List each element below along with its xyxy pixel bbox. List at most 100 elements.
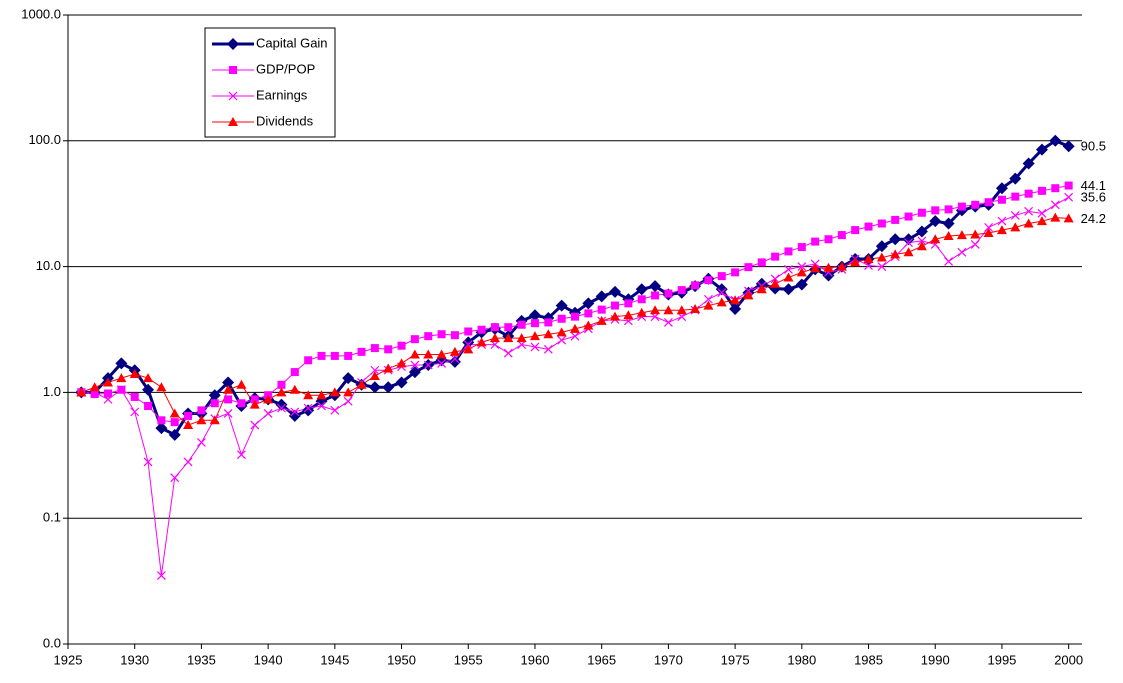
marker [836, 261, 847, 271]
marker [544, 318, 553, 327]
marker [1011, 192, 1020, 201]
legend-label: Earnings [256, 87, 308, 102]
marker [957, 202, 966, 211]
marker [227, 38, 239, 50]
marker [1024, 189, 1033, 198]
marker [370, 365, 380, 375]
marker [996, 225, 1007, 235]
marker [582, 297, 595, 310]
marker [595, 290, 608, 303]
marker [476, 337, 487, 347]
marker [317, 351, 326, 360]
marker [223, 384, 234, 394]
marker [557, 335, 567, 345]
marker [916, 241, 927, 251]
marker [409, 349, 420, 359]
marker [517, 320, 526, 329]
marker [1037, 208, 1047, 218]
marker [437, 330, 446, 339]
marker [104, 389, 113, 398]
marker [1064, 181, 1073, 190]
marker [275, 398, 288, 411]
marker [942, 217, 955, 230]
marker [103, 394, 113, 404]
marker [450, 354, 460, 364]
marker [1010, 222, 1021, 232]
marker [676, 305, 687, 315]
marker [649, 280, 662, 293]
marker [717, 272, 726, 281]
marker [516, 333, 527, 343]
marker [236, 379, 247, 389]
marker [503, 348, 513, 358]
marker [196, 438, 206, 447]
marker [76, 387, 87, 397]
marker [555, 299, 568, 312]
marker [851, 226, 860, 235]
marker [917, 236, 927, 246]
marker [130, 392, 139, 401]
marker [904, 238, 913, 248]
legend-box [204, 27, 336, 138]
marker [530, 319, 539, 328]
marker [464, 327, 473, 336]
marker [184, 411, 193, 420]
marker [824, 235, 833, 244]
marker [890, 249, 901, 259]
marker [716, 297, 727, 307]
marker [715, 283, 728, 296]
marker [436, 349, 447, 359]
y-tick-label: 100.0 [28, 132, 61, 147]
marker [771, 252, 780, 261]
marker [130, 407, 140, 417]
marker [250, 420, 260, 430]
marker [343, 396, 353, 406]
x-tick-label: 1945 [320, 652, 349, 667]
marker [448, 355, 461, 368]
marker [810, 263, 821, 273]
marker [528, 309, 541, 322]
marker [997, 216, 1007, 226]
marker [368, 381, 381, 394]
x-tick-label: 1985 [854, 652, 883, 667]
y-tick-label: 0.0 [43, 635, 61, 650]
marker [770, 274, 780, 284]
marker [383, 363, 394, 373]
marker [944, 205, 953, 214]
marker [743, 290, 754, 300]
end-label: 35.6 [1081, 190, 1106, 205]
marker [623, 310, 634, 320]
marker [931, 206, 940, 215]
marker [424, 332, 433, 341]
legend-label: Capital Gain [256, 35, 328, 50]
marker [797, 262, 807, 272]
marker [397, 341, 406, 350]
x-tick-label: 1990 [921, 652, 950, 667]
marker [156, 571, 166, 580]
marker [691, 281, 700, 290]
marker [103, 377, 114, 387]
marker [395, 376, 408, 389]
marker [228, 117, 238, 126]
marker [450, 331, 459, 340]
marker [1037, 186, 1046, 195]
marker [930, 234, 941, 244]
marker [382, 381, 395, 394]
marker [784, 247, 793, 256]
marker [276, 387, 287, 397]
marker [756, 284, 767, 294]
marker [210, 399, 219, 408]
marker [90, 390, 99, 399]
marker [876, 252, 887, 262]
marker [557, 314, 566, 323]
marker [983, 227, 994, 237]
x-tick-label: 1930 [120, 652, 149, 667]
x-tick-label: 2000 [1054, 652, 1083, 667]
marker [624, 299, 633, 308]
marker [730, 295, 741, 305]
marker [196, 415, 207, 425]
legend-label: GDP/POP [256, 61, 315, 76]
marker [1049, 134, 1062, 147]
marker [223, 409, 233, 418]
